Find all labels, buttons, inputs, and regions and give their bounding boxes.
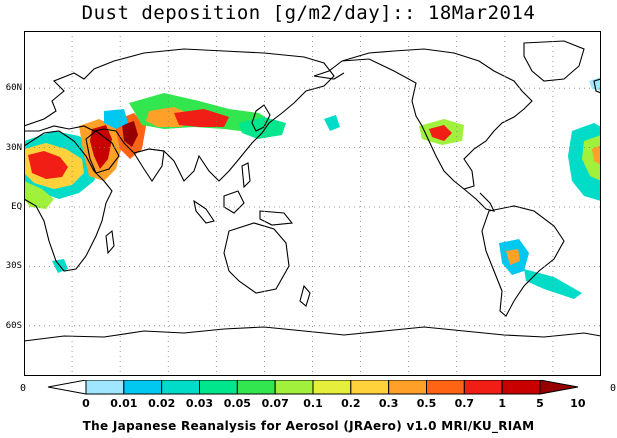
latitude-label: EQ: [11, 202, 22, 212]
graticule: [24, 31, 601, 376]
dust-plume-atlantic-core: [582, 135, 601, 181]
world-map: [24, 31, 601, 376]
dust-plume-iran-core: [122, 121, 138, 147]
legend-tick-label: 0.2: [341, 397, 361, 410]
coast-british-isles: [593, 78, 601, 94]
legend-bin: [388, 380, 427, 395]
dust-plume-north-america-core: [429, 125, 452, 141]
coast-antarctica: [24, 326, 601, 342]
legend-tick-label: 0.03: [185, 397, 214, 410]
legend-bin: [274, 380, 314, 395]
ocean-background: [24, 31, 601, 376]
legend-tick-label: 0.1: [303, 397, 323, 410]
legend-bin: [199, 380, 238, 395]
legend-tick-label: 0.05: [223, 397, 251, 410]
coast-eurasia: [24, 48, 335, 182]
latitude-label: 60N: [5, 83, 22, 94]
legend-bin: [236, 380, 276, 395]
dust-plume-gobi: [174, 109, 229, 127]
dust-plume-argentina-core: [506, 249, 520, 265]
legend-tick-label: 0.3: [378, 397, 399, 410]
legend-tick-label: 0.01: [110, 397, 138, 410]
legend-bin: [161, 380, 201, 395]
coast-australia: [223, 222, 290, 294]
latitude-label: 60S: [5, 320, 22, 331]
map-title: Dust deposition [g/m2/day]:: 18Mar2014: [81, 2, 536, 24]
dust-plume-south-atlantic: [524, 269, 582, 299]
dust-plume-sahara-max: [28, 151, 68, 179]
dust-plume-north-pacific: [324, 115, 340, 131]
legend-colorbar: [47, 380, 579, 395]
coast-central-america: [463, 188, 496, 212]
legend-bin: [463, 380, 503, 395]
right-edge-longitude-label: 0: [610, 383, 617, 394]
left-edge-longitude-label: 0: [20, 383, 27, 394]
legend-bin: [501, 380, 541, 395]
legend-tick-label: 10: [570, 397, 586, 410]
legend-bin: [350, 380, 390, 395]
coast-new-guinea: [259, 210, 294, 226]
dust-plume-tibet: [104, 109, 128, 129]
dust-plume-atlantic-max: [592, 145, 601, 165]
legend-tick-label: 0.02: [148, 397, 176, 410]
dust-plume-arabia-core: [90, 125, 112, 169]
map-frame: [24, 31, 601, 376]
coast-japan: [251, 104, 271, 132]
coast-africa: [24, 130, 113, 272]
legend-bin: [312, 380, 352, 395]
legend-tick-label: 0: [82, 397, 90, 410]
dust-plume-west-africa: [24, 181, 54, 209]
coast-borneo: [223, 190, 245, 214]
coast-sumatra: [193, 199, 215, 224]
coast-arabia: [85, 130, 120, 174]
latitude-label: 30S: [5, 261, 22, 272]
legend-bin: [123, 380, 163, 395]
coast-south-america: [481, 205, 565, 317]
coast-philippines: [241, 162, 251, 189]
coast-greenland: [523, 40, 585, 82]
coastlines: [24, 40, 601, 342]
coast-north-america: [341, 48, 533, 190]
coast-new-zealand: [299, 284, 311, 307]
latitude-label: 30N: [5, 142, 22, 153]
legend-tick-label: 1: [498, 397, 506, 410]
legend-right-arrow: [539, 380, 579, 395]
legend-tick-label: 0.7: [454, 397, 475, 410]
credit-line: The Japanese Reanalysis for Aerosol (JRA…: [82, 419, 535, 433]
coast-alaska: [313, 60, 345, 80]
legend-bin: [426, 380, 465, 395]
coast-india: [133, 148, 165, 182]
legend-tick-label: 0.5: [416, 397, 437, 410]
legend-tick-label: 0.07: [261, 397, 289, 410]
legend-tick-label: 5: [536, 397, 544, 410]
coast-madagascar: [105, 229, 115, 255]
dust-deposition-field: [24, 77, 601, 299]
legend-left-arrow: [47, 380, 87, 395]
legend-bin: [85, 380, 125, 395]
